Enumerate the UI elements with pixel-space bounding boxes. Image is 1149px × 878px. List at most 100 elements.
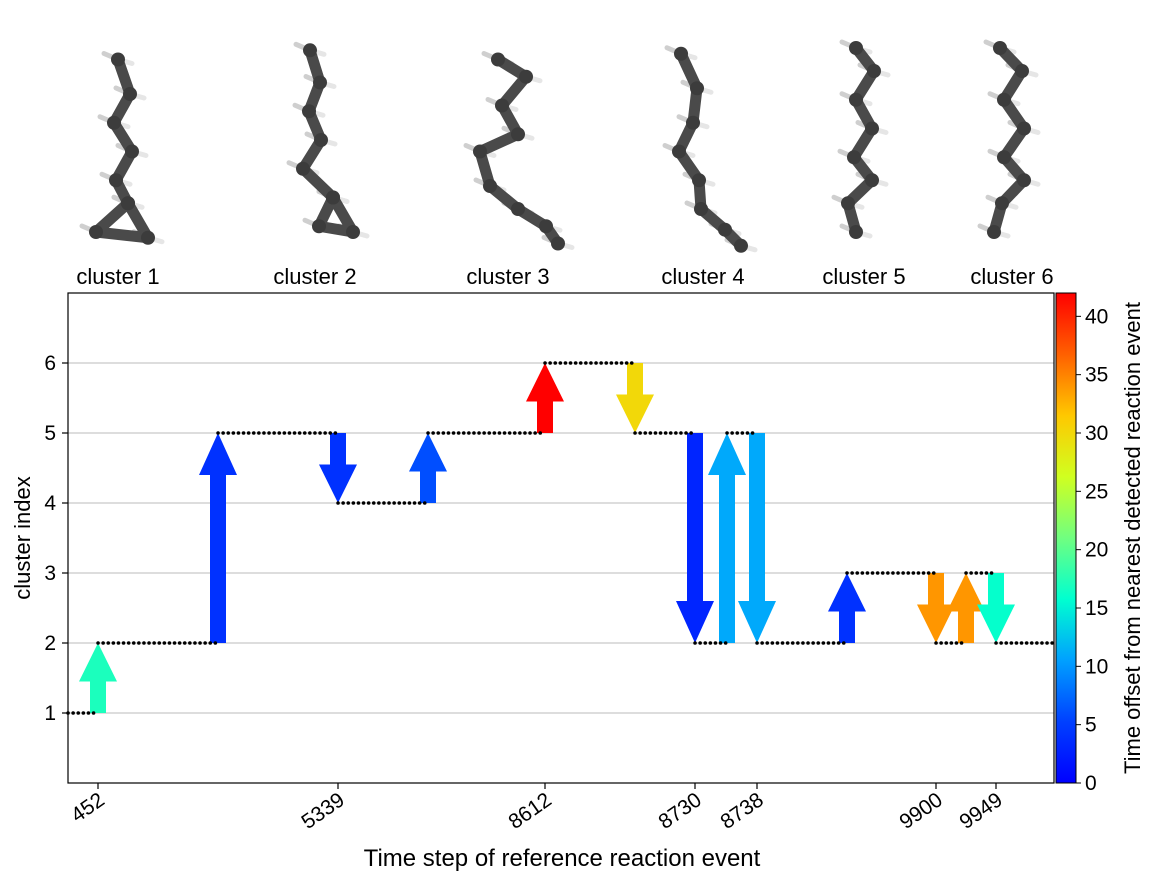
y-tick-label: 6 (44, 352, 56, 375)
y-tick-label: 3 (44, 562, 56, 585)
cluster-label: cluster 5 (822, 264, 905, 289)
cluster-label: cluster 6 (970, 264, 1053, 289)
carbon-atom (314, 133, 328, 147)
carbon-atom (491, 52, 505, 67)
x-tick-label: 8612 (504, 788, 555, 834)
y-tick-label: 2 (44, 632, 56, 655)
cluster-label: cluster 2 (273, 264, 356, 289)
carbon-atom (302, 104, 316, 119)
x-tick-label: 5339 (297, 788, 348, 834)
x-tick-label: 9949 (955, 788, 1006, 834)
carbon-atom (692, 173, 706, 188)
carbon-atom (312, 219, 326, 234)
transition-arrow (947, 573, 985, 643)
carbon-atom (539, 219, 553, 234)
carbon-atom (867, 64, 881, 78)
transition-arrow (199, 433, 237, 643)
carbon-atom (511, 202, 525, 216)
y-tick-label: 5 (44, 422, 56, 445)
carbon-atom (326, 190, 340, 205)
transition-arrow (828, 573, 866, 643)
colorbar-tick-label: 5 (1085, 714, 1097, 737)
transition-arrow (708, 433, 746, 643)
carbon-atom (674, 46, 688, 61)
x-tick-label: 9900 (895, 788, 946, 834)
carbon-atom (694, 202, 708, 216)
plot-frame (67, 292, 1055, 784)
carbon-atom (123, 87, 137, 101)
carbon-atom (847, 150, 861, 165)
carbon-atom (734, 238, 748, 253)
carbon-atom (121, 196, 135, 211)
molecule-structure-cluster-4 (662, 45, 758, 253)
carbon-atom (89, 225, 103, 239)
carbon-atom (865, 173, 879, 188)
y-axis: 1 2 3 4 5 6 (44, 352, 68, 725)
y-tick-label: 4 (44, 492, 56, 515)
transition-arrow (409, 433, 447, 503)
carbon-atom (987, 225, 1001, 239)
colorbar-label: Time offset from nearest detected reacti… (1120, 302, 1145, 774)
transition-arrow (676, 433, 714, 643)
molecule-structure-cluster-3 (463, 51, 575, 251)
colorbar-tick-label: 15 (1085, 597, 1108, 620)
carbon-atom (690, 81, 704, 96)
carbon-atom (107, 115, 121, 130)
colorbar-tick-label: 20 (1085, 539, 1108, 562)
transition-arrow (616, 363, 654, 433)
colorbar-tick-label: 0 (1085, 772, 1097, 795)
colorbar-tick-label: 40 (1085, 305, 1108, 328)
cluster-label: cluster 1 (76, 264, 159, 289)
carbon-backbone (673, 48, 747, 252)
carbon-atom (686, 115, 700, 130)
carbon-atom (495, 98, 509, 113)
x-tick-label: 8738 (716, 788, 767, 834)
carbon-atom (303, 43, 317, 58)
carbon-atom (551, 236, 565, 251)
x-axis: 452 5339 8612 8730 8738 9900 9949 (67, 783, 1007, 834)
carbon-atom (313, 75, 327, 90)
x-axis-label: Time step of reference reaction event (364, 845, 761, 872)
carbon-atom (672, 144, 686, 159)
carbon-atom (473, 144, 487, 159)
carbon-atom (1017, 173, 1031, 188)
molecule-structure-cluster-5 (831, 39, 891, 239)
colorbar-tick-label: 10 (1085, 655, 1108, 678)
cluster-label: cluster 4 (661, 264, 744, 289)
carbon-atom (995, 196, 1009, 211)
transition-arrow (977, 573, 1015, 643)
carbon-atom (865, 121, 879, 136)
transition-arrow (738, 433, 776, 643)
carbon-atom (849, 225, 863, 239)
carbon-atom (109, 173, 123, 188)
colorbar-gradient (1055, 292, 1077, 784)
molecule-structure-cluster-2 (286, 41, 370, 239)
carbon-atom (141, 230, 155, 245)
molecule-structure-cluster-6 (977, 39, 1041, 239)
carbon-atom (111, 52, 125, 67)
carbon-atom (997, 92, 1011, 107)
transition-arrow (79, 643, 117, 713)
transition-arrow (526, 363, 564, 433)
transition-arrow (319, 433, 357, 503)
transition-arrow (917, 573, 955, 643)
molecule-row: cluster 1 cluster 2 cluster 3 cluster 4 clus… (76, 39, 1054, 289)
colorbar: 0 5 10 15 20 25 30 35 40 (1055, 292, 1108, 795)
plot-area (66, 292, 1056, 784)
colorbar-tick-label: 30 (1085, 422, 1108, 445)
carbon-atom (849, 41, 863, 55)
carbon-atom (125, 144, 139, 159)
molecule-structure-cluster-1 (79, 51, 165, 245)
carbon-atom (1017, 121, 1031, 136)
carbon-atom (519, 69, 533, 84)
carbon-atom (511, 127, 525, 142)
colorbar-tick-label: 25 (1085, 480, 1108, 503)
carbon-atom (993, 41, 1007, 55)
carbon-atom (346, 225, 360, 239)
carbon-atom (718, 222, 732, 237)
colorbar-tick-label: 35 (1085, 364, 1108, 387)
cluster-label: cluster 3 (466, 264, 549, 289)
carbon-atom (997, 150, 1011, 165)
carbon-atom (296, 161, 310, 176)
